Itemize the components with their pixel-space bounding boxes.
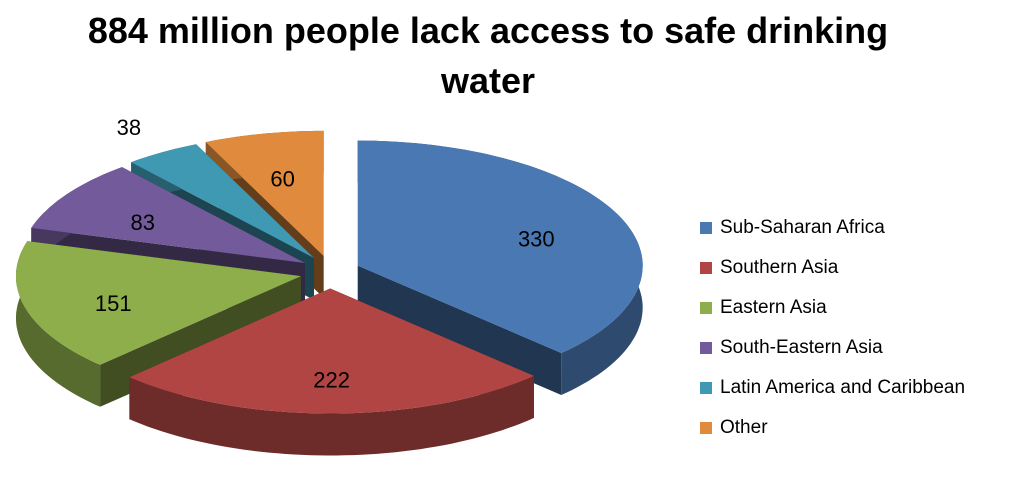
legend-label: Other: [720, 417, 768, 438]
slice: [205, 130, 324, 256]
slice: [129, 288, 534, 414]
chart-title: 884 million people lack access to safe d…: [87, 10, 889, 101]
slice-side: [357, 265, 562, 395]
data-label: 38: [117, 115, 141, 140]
slice: [31, 167, 305, 263]
slice-side: [129, 375, 534, 456]
slice: [357, 140, 643, 353]
data-label: 151: [95, 291, 132, 316]
legend-swatch: [700, 342, 712, 354]
data-label: 330: [518, 226, 555, 251]
slice: [16, 241, 301, 365]
legend-label: Southern Asia: [720, 257, 839, 278]
legend-swatch: [700, 222, 712, 234]
legend-swatch: [700, 302, 712, 314]
data-label: 222: [313, 367, 350, 392]
legend-label: Sub-Saharan Africa: [720, 217, 885, 238]
legend-label: Eastern Asia: [720, 297, 827, 318]
slice: [131, 144, 314, 258]
legend-swatch: [700, 422, 712, 434]
slice-tops: [16, 130, 643, 414]
legend-swatch: [700, 382, 712, 394]
legend-label: Latin America and Caribbean: [720, 377, 965, 398]
legend-label: South-Eastern Asia: [720, 337, 883, 358]
legend-swatch: [700, 262, 712, 274]
data-label: 60: [270, 167, 294, 192]
data-label: 83: [130, 210, 154, 235]
slice-side: [16, 241, 101, 407]
